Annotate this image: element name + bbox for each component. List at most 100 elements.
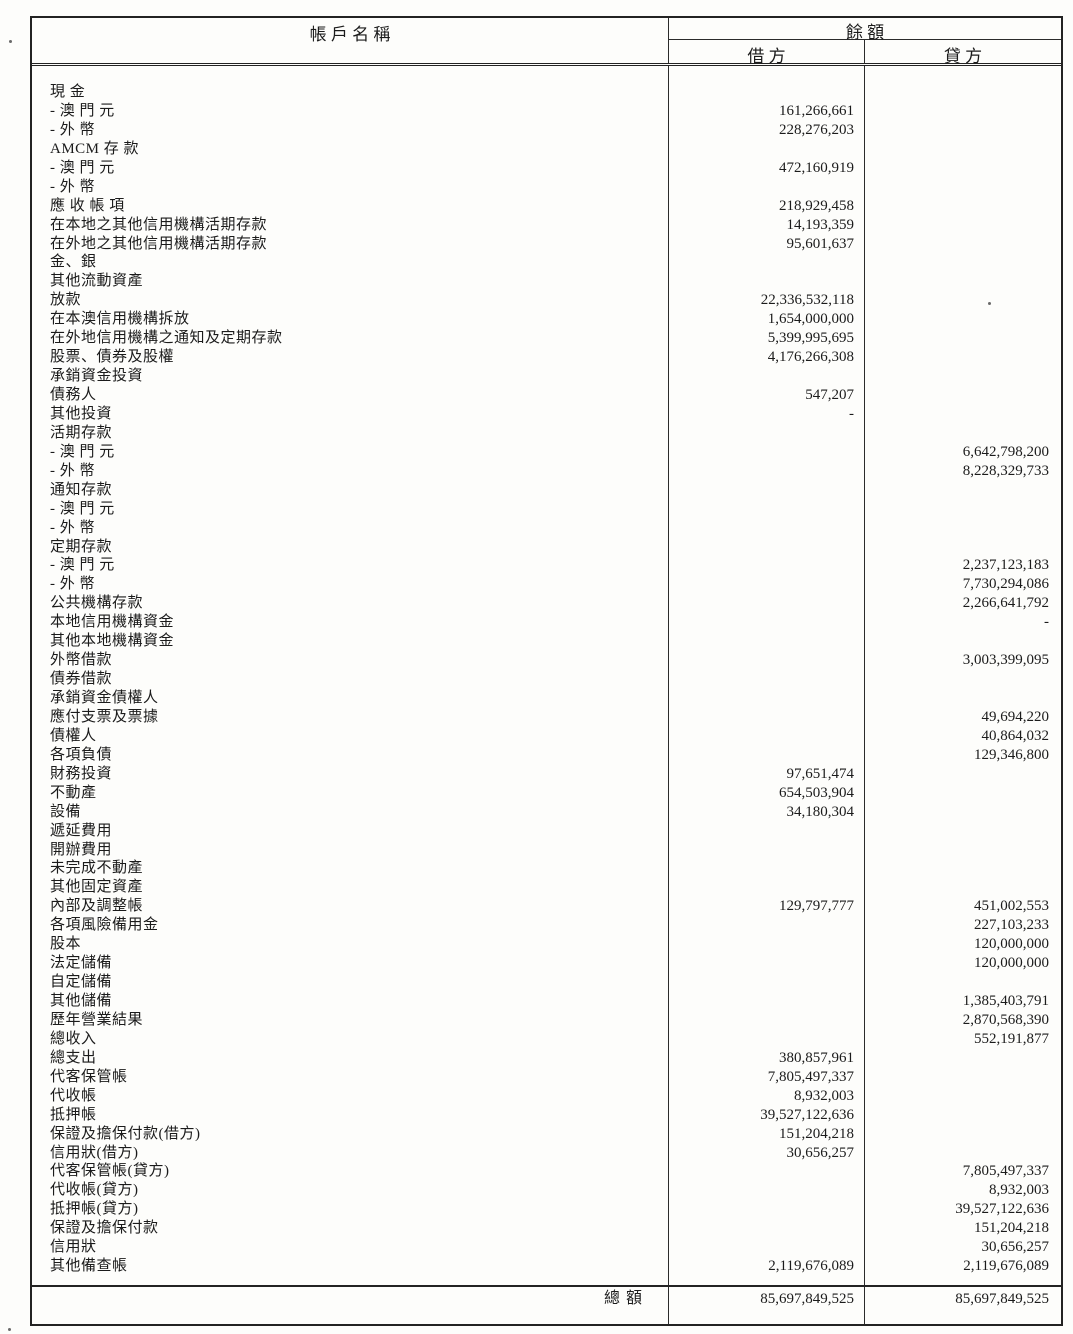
debit-value-cell <box>668 556 864 576</box>
account-name-cell: 債務人 <box>50 387 97 403</box>
account-name-cell: 在外地信用機構之通知及定期存款 <box>50 330 283 347</box>
account-name-cell: 債權人 <box>50 727 97 744</box>
account-name-cell: 內部及調整帳 <box>50 898 144 915</box>
account-name-cell: 現 金 <box>50 84 86 100</box>
credit-value-cell: 227,103,233 <box>864 916 1061 936</box>
spacer-cell <box>864 66 1061 83</box>
debit-value-cell <box>668 1219 864 1239</box>
account-name-cell: - 澳 門 元 <box>50 102 115 119</box>
debit-value-cell <box>668 1162 864 1182</box>
account-name-cell: 放款 <box>50 292 82 309</box>
account-name-cell: 債券借款 <box>50 671 113 688</box>
debit-value-cell <box>668 423 864 443</box>
debit-value-cell <box>668 726 864 746</box>
table-body: 現 金 - 澳 門 元 161,266,661 - 外 幣 228,276,20… <box>32 66 1061 1286</box>
credit-value-cell: 8,932,003 <box>864 1181 1061 1201</box>
credit-value-cell <box>864 329 1061 349</box>
credit-value-cell: 6,642,798,200 <box>864 442 1061 462</box>
credit-value-cell: 8,228,329,733 <box>864 461 1061 481</box>
credit-value-cell: 120,000,000 <box>864 954 1061 974</box>
debit-value-cell <box>668 821 864 841</box>
debit-value-cell <box>668 253 864 273</box>
debit-value-cell <box>668 537 864 557</box>
debit-value-cell <box>668 670 864 689</box>
account-name-cell: 總收入 <box>50 1030 97 1047</box>
account-name-cell: 在本地之其他信用機構活期存款 <box>50 216 268 233</box>
credit-value-cell <box>864 802 1061 822</box>
debit-value-cell <box>668 461 864 481</box>
account-name-header: 帳 戶 名 稱 <box>309 25 391 44</box>
credit-value-cell <box>864 1276 1061 1286</box>
total-label: 總 額 <box>603 1290 643 1308</box>
debit-value-cell: 5,399,995,695 <box>668 329 864 349</box>
account-name-cell: 各項風險備用金 <box>50 917 159 934</box>
debit-value-cell <box>668 935 864 955</box>
debit-value-cell <box>668 499 864 519</box>
debit-value-cell <box>668 651 864 671</box>
debit-value-cell <box>668 1010 864 1030</box>
account-name-cell: 歷年營業結果 <box>50 1011 144 1028</box>
credit-value-cell: 2,237,123,183 <box>864 556 1061 576</box>
balance-header: 餘 額 <box>668 18 1061 42</box>
credit-value-cell <box>864 973 1061 992</box>
debit-header: 借 方 <box>668 40 864 66</box>
debit-value-cell <box>668 632 864 652</box>
account-name-cell: 本地信用機構資金 <box>50 614 175 631</box>
account-name-cell: 代收帳 <box>50 1087 97 1104</box>
debit-value-cell <box>668 954 864 974</box>
debit-value-cell <box>668 177 864 197</box>
credit-value-cell <box>864 404 1061 424</box>
account-name-cell: 自定儲備 <box>50 974 113 991</box>
account-name-cell: 未完成不動產 <box>50 860 144 877</box>
trial-balance-table: 帳 戶 名 稱 餘 額 借 方 貸 方 現 金 - 澳 門 元 161,266,… <box>30 16 1063 1327</box>
account-name-cell: 應 收 帳 項 <box>50 197 125 214</box>
debit-value-cell: 4,176,266,308 <box>668 348 864 368</box>
debit-value-cell <box>668 878 864 898</box>
debit-value-cell: 151,204,218 <box>668 1124 864 1144</box>
account-name-cell: 外幣借款 <box>50 652 113 669</box>
debit-value-cell <box>668 367 864 386</box>
account-name-cell: - 澳 門 元 <box>50 557 115 574</box>
account-name-cell: 抵押帳 <box>50 1106 97 1123</box>
account-name-cell: 各項負債 <box>50 746 113 763</box>
account-name-cell: - 外 幣 <box>50 178 95 195</box>
debit-value-cell: 228,276,203 <box>668 120 864 140</box>
debit-value-cell <box>668 859 864 879</box>
debit-value-cell <box>668 1276 864 1286</box>
debit-value-cell: 472,160,919 <box>668 158 864 178</box>
spacer-cell <box>32 66 668 83</box>
debit-value-cell <box>668 1200 864 1220</box>
account-name-cell: 承銷資金投資 <box>50 368 144 385</box>
totals-row: 總 額 85,697,849,525 85,697,849,525 <box>32 1285 1061 1325</box>
credit-value-cell <box>864 139 1061 159</box>
debit-value-cell <box>668 518 864 538</box>
account-name-cell: - 外 幣 <box>50 519 95 536</box>
account-name-cell: 設備 <box>50 803 82 820</box>
credit-value-cell <box>864 348 1061 368</box>
debit-value-cell <box>668 689 864 708</box>
account-name-cell: 抵押帳(貸方) <box>50 1201 139 1218</box>
account-name-cell: 信用狀 <box>50 1239 97 1256</box>
debit-value-cell <box>668 272 864 292</box>
total-credit-value: 85,697,849,525 <box>864 1287 1061 1325</box>
account-name-cell: 財務投資 <box>50 765 113 782</box>
account-name-cell: 開辦費用 <box>50 841 113 858</box>
debit-value-cell: 8,932,003 <box>668 1086 864 1106</box>
credit-value-cell: 129,346,800 <box>864 745 1061 765</box>
account-name-cell: 應付支票及票據 <box>50 708 159 725</box>
account-name-cell: 在外地之其他信用機構活期存款 <box>50 235 268 252</box>
debit-value-cell: 14,193,359 <box>668 215 864 235</box>
credit-value-cell <box>864 670 1061 689</box>
debit-value-cell: - <box>668 404 864 424</box>
account-name-cell: 通知存款 <box>50 481 113 498</box>
credit-value-cell <box>864 783 1061 803</box>
credit-value-cell <box>864 821 1061 841</box>
credit-value-cell <box>864 234 1061 254</box>
credit-value-cell <box>864 1086 1061 1106</box>
spacer-cell <box>668 66 864 83</box>
credit-value-cell <box>864 518 1061 538</box>
credit-value-cell: 2,266,641,792 <box>864 594 1061 614</box>
account-name-cell: 代客保管帳 <box>50 1068 128 1085</box>
account-name-cell: - 澳 門 元 <box>50 159 115 176</box>
credit-value-cell <box>864 310 1061 330</box>
